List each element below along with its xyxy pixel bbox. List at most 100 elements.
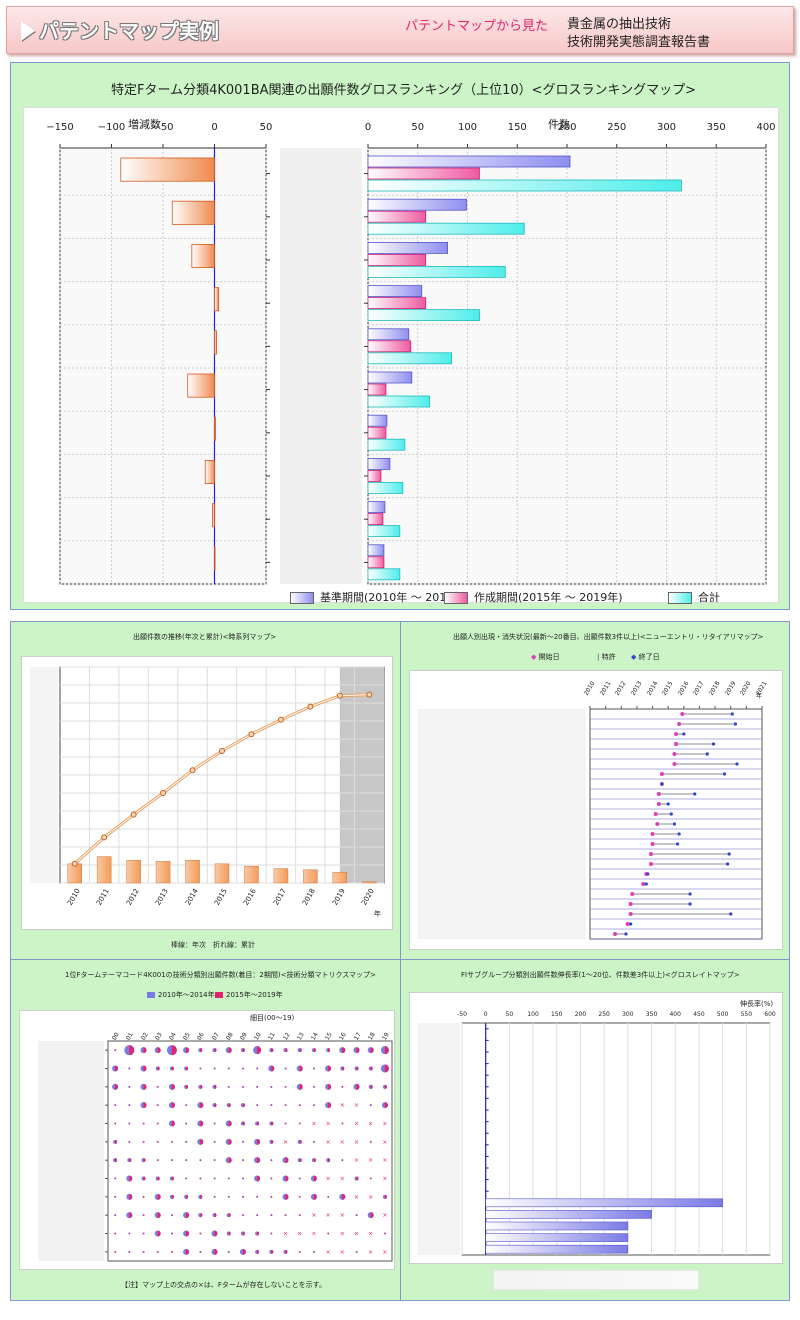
matrix-bubble-half <box>200 1067 202 1070</box>
change-bar <box>214 330 217 355</box>
matrix-axis-title: 細目(00〜19) <box>250 1014 295 1022</box>
timeseries-point <box>307 703 314 710</box>
matrix-bubble-half <box>214 1195 216 1198</box>
matrix-frame: 細目(00〜19) × × × × × × × × × × × × × × × × × × × × × × × × × × × × × ×… <box>19 1010 395 1270</box>
timeseries-point <box>277 716 284 723</box>
matrix-empty-mark: × <box>326 1249 331 1256</box>
right-tick-label: 350 <box>706 122 726 133</box>
matrix-bubble-half <box>356 1176 359 1181</box>
newentry-end-marker <box>735 762 739 766</box>
timeseries-footer: 棒線：年次 折れ線：累計 <box>171 941 255 949</box>
timeseries-point <box>248 731 255 738</box>
matrix-bubble-half <box>228 1250 230 1253</box>
matrix-bubble-half <box>186 1066 189 1071</box>
triangle-icon <box>21 21 35 41</box>
matrix-bubble-half <box>214 1159 216 1162</box>
newentry-end-marker <box>729 912 733 916</box>
matrix-bubble-half <box>342 1122 344 1125</box>
right-tick-label: 50 <box>411 122 425 133</box>
matrix-bubble-half <box>186 1212 190 1219</box>
timeseries-point <box>101 834 108 841</box>
timeseries-unit: 年 <box>374 910 381 918</box>
matrix-bubble-half <box>214 1140 216 1143</box>
timeseries-bar <box>185 859 200 884</box>
matrix-empty-mark: × <box>283 1139 288 1146</box>
matrix-bubble-half <box>271 1195 273 1198</box>
grossrate-bar <box>485 1210 652 1219</box>
matrix-bubble-half <box>242 1177 244 1180</box>
matrix-empty-mark: × <box>340 1139 345 1146</box>
left-tick-label: 50 <box>259 122 273 133</box>
matrix-bubble-half <box>115 1122 117 1125</box>
matrix-empty-mark: × <box>382 1121 387 1128</box>
matrix-empty-mark: × <box>311 1121 316 1128</box>
change-bar <box>204 459 215 484</box>
ranking-bar <box>367 340 412 353</box>
matrix-bubble-half <box>186 1194 189 1199</box>
matrix-bubble-half <box>200 1177 202 1180</box>
matrix-bubble-half <box>143 1176 146 1181</box>
legend-label: 基準期間(2010年 〜 2014年) <box>320 591 469 604</box>
matrix-bubble-half <box>143 1158 146 1163</box>
matrix-empty-mark: × <box>311 1212 316 1219</box>
ranking-bar <box>367 352 452 365</box>
matrix-bubble-half <box>157 1047 161 1054</box>
matrix-bubble-half <box>271 1232 273 1235</box>
grossrate-frame: 伸長率(%) -50 0 50 100 150 200 250 300 350 400 450 500… <box>409 992 783 1264</box>
matrix-bubble-half <box>129 1045 135 1056</box>
matrix-empty-mark: × <box>368 1231 373 1238</box>
newentry-start-marker <box>641 882 646 886</box>
matrix-bubble-half <box>228 1231 231 1236</box>
newentry-end-marker <box>682 732 686 736</box>
matrix-bubble-half <box>200 1159 202 1162</box>
matrix-bubble-half <box>242 1231 245 1236</box>
matrix-bubble-half <box>143 1140 145 1143</box>
matrix-bubble-half <box>242 1048 245 1053</box>
grossrate-x-tick: 300 <box>622 1011 634 1018</box>
header-band: パテントマップ実例 パテントマップから見た 貴金属の抽出技術 技術開発実態調査報… <box>6 6 794 54</box>
newentry-start-marker <box>648 852 653 856</box>
matrix-bubble-half <box>257 1175 261 1182</box>
matrix-bubble-half <box>257 1104 259 1107</box>
newentry-end-marker <box>730 712 734 716</box>
newentry-start-marker <box>613 932 618 936</box>
matrix-bubble-half <box>115 1065 119 1072</box>
matrix-bubble-half <box>129 1193 133 1200</box>
matrix-bubble-half <box>214 1048 217 1053</box>
timeseries-title: 出願件数の推移(年次と累計)<時系列マップ> <box>133 633 277 641</box>
newentry-end-marker <box>693 792 697 796</box>
ranking-bar <box>367 371 413 384</box>
matrix-bubble-half <box>200 1084 203 1089</box>
matrix-bubble-half <box>242 1103 245 1108</box>
matrix-bubble-half <box>242 1248 246 1255</box>
matrix-bubble-half <box>186 1177 188 1180</box>
matrix-bubble-half <box>214 1103 217 1108</box>
ranking-bar <box>367 297 427 310</box>
matrix-bubble-half <box>271 1177 273 1180</box>
matrix-bubble-half <box>171 1120 175 1127</box>
matrix-bubble-half <box>186 1230 190 1237</box>
matrix-empty-mark: × <box>382 1249 387 1256</box>
timeseries-label-column <box>30 667 58 883</box>
newentry-legend-label: ◆ 開始日 <box>531 652 560 662</box>
legend-label: 作成期間(2015年 〜 2019年) <box>474 591 623 604</box>
timeseries-point <box>160 790 167 796</box>
matrix-bubble-half <box>356 1066 359 1071</box>
right-tick-label: 250 <box>607 122 627 133</box>
ranking-bar <box>367 265 506 278</box>
timeseries-point <box>366 691 373 698</box>
matrix-bubble-half <box>200 1138 204 1145</box>
matrix-bubble-half <box>356 1047 360 1054</box>
matrix-bubble-half <box>143 1102 147 1109</box>
newentry-end-marker <box>688 902 692 906</box>
ranking-bar <box>367 501 386 514</box>
newentry-end-marker <box>705 752 709 756</box>
matrix-bubble-half <box>313 1104 315 1107</box>
matrix-bubble-half <box>328 1195 330 1198</box>
matrix-bubble-half <box>299 1177 301 1180</box>
matrix-bubble-half <box>285 1249 288 1254</box>
matrix-bubble-half <box>157 1193 161 1200</box>
matrix-bubble-half <box>285 1067 287 1070</box>
left-tick-label: −50 <box>152 122 174 133</box>
matrix-bubble-half <box>228 1213 231 1218</box>
